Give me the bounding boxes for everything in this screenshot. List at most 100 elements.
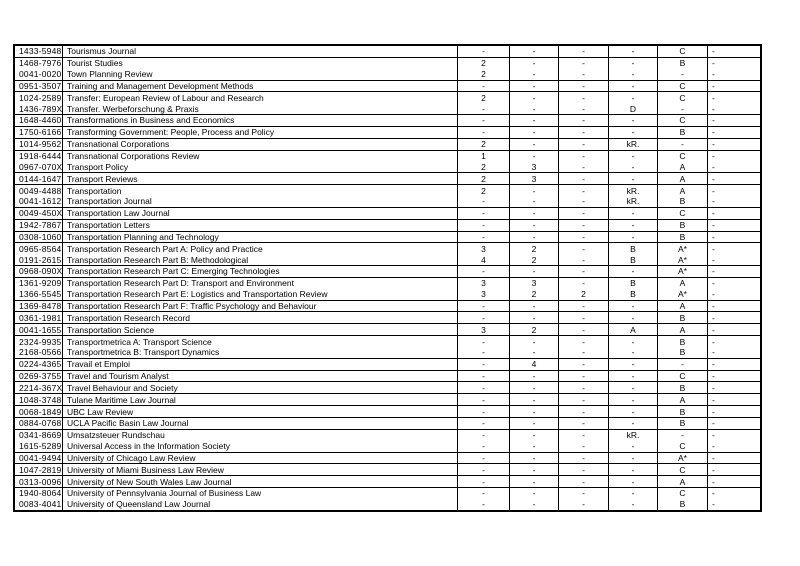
rating-cell-1: -	[458, 266, 510, 277]
issn-cell: 1048-3748	[15, 394, 63, 406]
issn-cell: 0224-4365	[15, 358, 63, 370]
journal-title-cell: Transnational Corporations Review	[63, 150, 458, 162]
rating-cell-3: -	[559, 46, 609, 57]
rating-cell-6: -	[712, 266, 715, 277]
table-row: 0049-450X Transportation Law Journal - - - - C…	[15, 207, 760, 220]
rating-cell-5: A	[658, 394, 708, 406]
rating-cell-3: -	[559, 254, 609, 266]
rating-cell-2: -	[510, 452, 559, 464]
rating-cell-5: B	[658, 195, 708, 207]
rating-cell-6: -	[712, 127, 715, 138]
issn-cell: 0144-1647	[15, 173, 63, 185]
rating-cell-5: B	[658, 406, 708, 417]
rating-cell-6: -	[712, 58, 715, 69]
rating-cell-4: -	[609, 406, 658, 417]
rating-cell-3: -	[559, 138, 609, 150]
rating-cell-4: -	[609, 92, 658, 104]
rating-cell-3: -	[559, 92, 609, 104]
journal-title-cell: Transnational Corporations	[63, 138, 458, 150]
issn-cell: 0308-1060	[15, 231, 63, 243]
rating-cell-6: -	[712, 394, 715, 405]
rating-cell-6: -	[712, 151, 715, 162]
rating-cell-4: -	[609, 266, 658, 277]
rating-cell-1: -	[458, 452, 510, 464]
rating-cell-5: A	[658, 277, 708, 289]
rating-cell-6: -	[712, 161, 715, 172]
table-row: 1047-2819 University of Miami Business La…	[15, 464, 760, 477]
rating-cell-3: -	[559, 488, 609, 499]
rating-cell-6: -	[712, 476, 715, 487]
rating-cell-2: 2	[510, 324, 559, 336]
journal-title-cell: University of Pennsylvania Journal of Bu…	[63, 488, 458, 499]
journal-title-cell: Umsatzsteuer Rundschau	[63, 429, 458, 441]
table-row: 1048-3748 Tulane Maritime Law Journal - - - -…	[15, 394, 760, 407]
rating-cell-1: -	[458, 103, 510, 115]
rating-cell-4: -	[609, 231, 658, 243]
rating-cell-4: -	[609, 126, 658, 138]
table-row: 1918-6444 Transnational Corporations Revi…	[15, 150, 760, 162]
rating-cell-5: B	[658, 418, 708, 429]
rating-cell-4: -	[609, 498, 658, 510]
rating-cell-1: -	[458, 219, 510, 231]
rating-cell-2: -	[510, 207, 559, 219]
issn-cell: 2168-0566	[15, 346, 63, 358]
issn-cell: 1366-5545	[15, 288, 63, 300]
rating-cell-4: -	[609, 219, 658, 231]
journal-title-cell: Universal Access in the Information Soci…	[63, 440, 458, 452]
rating-cell-2: -	[510, 115, 559, 126]
table-row: 0041-1612 Transportation Journal - - - kR. B -	[15, 195, 760, 208]
rating-cell-2: -	[510, 219, 559, 231]
journal-title-cell: Transportation Research Part A: Policy a…	[63, 243, 458, 255]
rating-cell-2: 3	[510, 277, 559, 289]
rating-cell-5: C	[658, 115, 708, 126]
rating-cell-1: -	[458, 46, 510, 57]
rating-cell-1: 3	[458, 324, 510, 336]
rating-cell-2: -	[510, 336, 559, 347]
table-row: 0041-0020 Town Planning Review 2- - - - -	[15, 68, 760, 81]
rating-cell-2: -	[510, 103, 559, 115]
rating-cell-1: 3	[458, 243, 510, 255]
rating-cell-5: A*	[658, 243, 708, 255]
rating-cell-5: B	[658, 498, 708, 510]
issn-cell: 1918-6444	[15, 150, 63, 162]
rating-cell-2: -	[510, 80, 559, 92]
rating-cell-4: -	[609, 358, 658, 370]
rating-cell-2: -	[510, 92, 559, 104]
rating-cell-2: -	[510, 418, 559, 429]
rating-cell-6: -	[712, 371, 715, 382]
rating-cell-6: -	[712, 243, 715, 254]
rating-cell-1: -	[458, 488, 510, 499]
rating-cell-6: -	[712, 139, 715, 150]
journal-title-cell: Transportation Research Part C: Emerging…	[63, 266, 458, 277]
rating-cell-3: -	[559, 498, 609, 510]
rating-cell-4: A	[609, 324, 658, 336]
rating-cell-2: -	[510, 68, 559, 80]
issn-cell: 1940-8064	[15, 488, 63, 499]
table-row: 0308-1060 Transportation Planning and Tec…	[15, 231, 760, 244]
rating-cell-2: -	[510, 138, 559, 150]
rating-cell-6: -	[712, 289, 715, 300]
rating-cell-1: 4	[458, 254, 510, 266]
rating-cell-6: -	[712, 231, 715, 242]
rating-cell-4: B	[609, 243, 658, 255]
rating-cell-3: -	[559, 312, 609, 324]
issn-cell: 0041-0020	[15, 68, 63, 80]
table-row: 2168-0566 Transportmetrica B: Transport D…	[15, 346, 760, 359]
table-row: 0191-2615 Transportation Research Part B:…	[15, 254, 760, 267]
table-row: 2324-9935 Transportmetrica A: Transport S…	[15, 336, 760, 347]
rating-cell-6: -	[712, 92, 715, 103]
rating-cell-5: -	[658, 429, 708, 441]
rating-cell-4: kR.	[609, 138, 658, 150]
rating-cell-5: A	[658, 476, 708, 488]
journal-title-cell: Transportation Law Journal	[63, 207, 458, 219]
rating-cell-3: -	[559, 418, 609, 429]
issn-cell: 0968-090X	[15, 266, 63, 277]
rating-cell-4: -	[609, 488, 658, 499]
rating-cell-1: 2	[458, 173, 510, 185]
rating-cell-4: -	[609, 207, 658, 219]
table-row: 1369-8478 Transportation Research Part F:…	[15, 300, 760, 313]
journal-title-cell: Tourismus Journal	[63, 46, 458, 57]
rating-cell-4: -	[609, 346, 658, 358]
rating-cell-3: -	[559, 150, 609, 162]
issn-cell: 1436-789X	[15, 103, 63, 115]
